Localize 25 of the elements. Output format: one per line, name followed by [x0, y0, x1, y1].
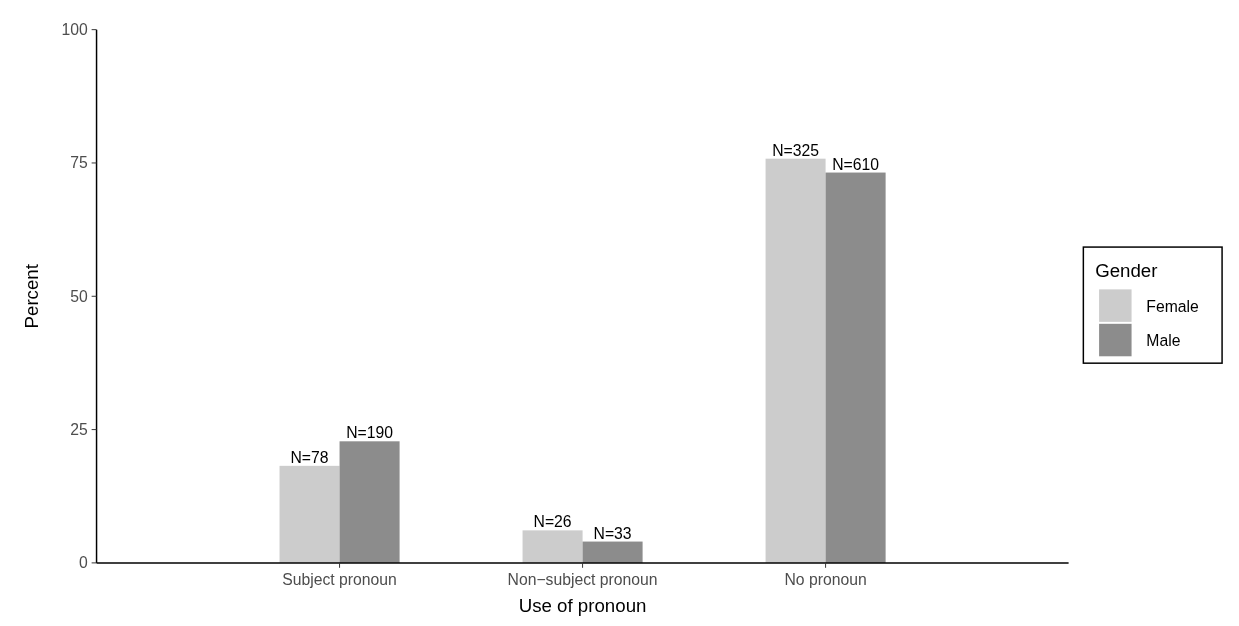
annotation: N=33	[593, 524, 632, 542]
bar	[279, 465, 340, 563]
annotation: N=325	[772, 141, 820, 159]
x-tick-label: Subject pronoun	[282, 570, 397, 588]
annotation: N=190	[346, 424, 394, 442]
bar	[522, 530, 583, 563]
annotation: N=26	[533, 513, 572, 531]
bar	[825, 172, 886, 563]
bar	[765, 158, 826, 563]
y-tick-label: 0	[78, 554, 88, 572]
bar	[339, 441, 400, 563]
y-tick-label: 50	[70, 287, 88, 305]
annotation: N=610	[832, 155, 880, 173]
y-axis-title: Percent	[20, 263, 42, 329]
x-tick-label: Non−subject pronoun	[507, 570, 658, 588]
legend-title: Gender	[1095, 259, 1158, 281]
legend-label: Female	[1146, 297, 1200, 315]
legend-label: Male	[1146, 332, 1181, 350]
bar	[582, 541, 643, 563]
annotation: N=78	[290, 448, 329, 466]
x-tick-label: No pronoun	[784, 570, 867, 588]
y-tick-label: 75	[70, 154, 88, 172]
y-tick-label: 25	[70, 421, 88, 439]
y-tick-label: 100	[61, 21, 88, 39]
x-axis-title: Use of pronoun	[518, 595, 647, 617]
